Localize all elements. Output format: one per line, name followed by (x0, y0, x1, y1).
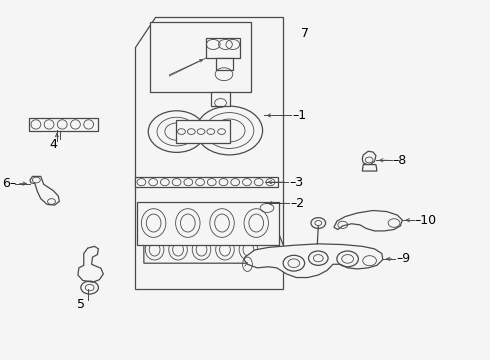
Polygon shape (144, 225, 288, 263)
Polygon shape (244, 244, 383, 278)
Text: –9: –9 (396, 252, 411, 265)
Polygon shape (206, 39, 240, 58)
Polygon shape (216, 58, 233, 69)
Bar (137, 202, 279, 244)
Text: –2: –2 (290, 197, 304, 210)
Text: –10: –10 (415, 214, 437, 227)
Polygon shape (30, 176, 59, 205)
Polygon shape (135, 17, 283, 289)
Polygon shape (78, 246, 103, 282)
Polygon shape (362, 165, 377, 171)
Polygon shape (334, 211, 402, 231)
Text: –3: –3 (290, 176, 304, 189)
Bar (135, 177, 278, 187)
Text: –8: –8 (392, 154, 407, 167)
Bar (150, 22, 251, 92)
Polygon shape (175, 120, 230, 143)
Text: 6–: 6– (1, 177, 16, 190)
Bar (28, 118, 98, 131)
Text: 7: 7 (301, 27, 309, 40)
Text: –1: –1 (293, 109, 307, 122)
Bar (211, 93, 230, 106)
Text: 4: 4 (49, 138, 57, 150)
Polygon shape (362, 151, 376, 165)
Text: 5: 5 (77, 298, 85, 311)
